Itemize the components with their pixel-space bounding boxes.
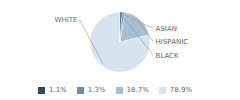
html-text:1.3%: 1.3% (87, 86, 106, 94)
html-text:18.7%: 18.7% (126, 86, 149, 94)
svg-text:WHITE: WHITE (55, 16, 78, 24)
html-text:78.9%: 78.9% (169, 86, 192, 94)
svg-text:ASIAN: ASIAN (156, 25, 177, 33)
svg-text:BLACK: BLACK (156, 52, 179, 60)
svg-text:HISPANIC: HISPANIC (156, 38, 189, 46)
html-text:1.1%: 1.1% (49, 86, 67, 94)
